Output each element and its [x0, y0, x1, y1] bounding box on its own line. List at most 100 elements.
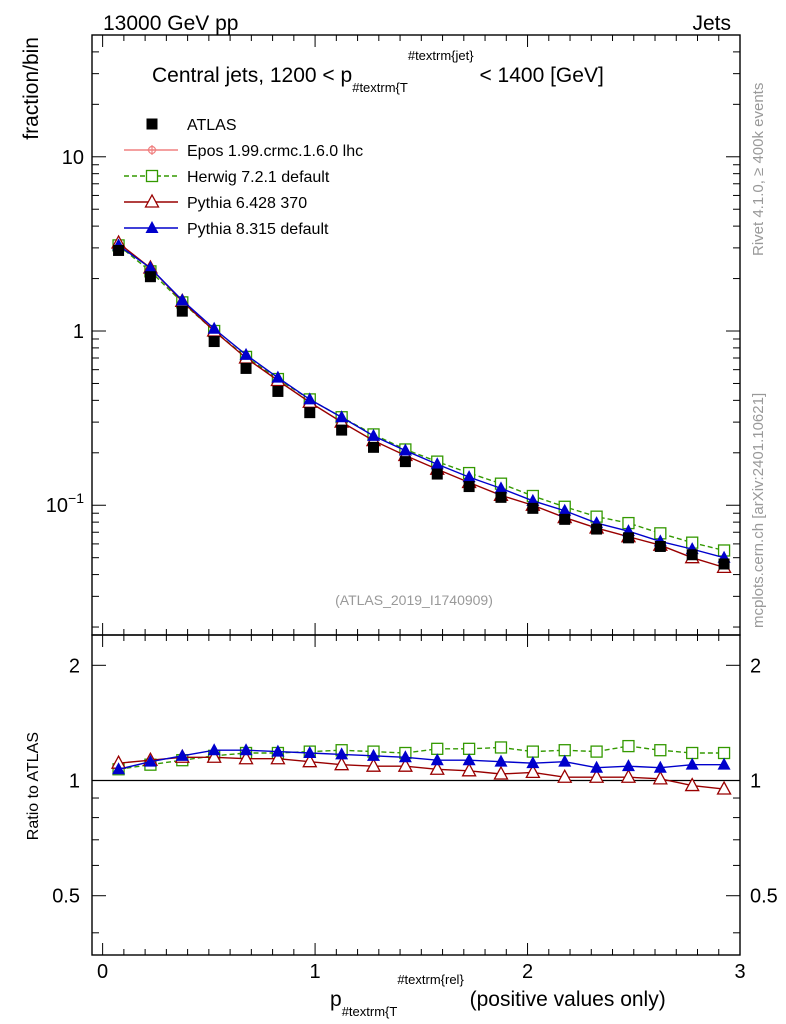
- data-point: [718, 558, 730, 570]
- xlabel-superscript: #textrm{rel}: [397, 972, 464, 987]
- data-point: [399, 456, 411, 468]
- series-point: [270, 750, 286, 765]
- legend-label: Pythia 6.428 370: [187, 195, 307, 212]
- side-label-source: mcplots.cern.ch [arXiv:2401.10621]: [750, 393, 767, 628]
- series-point: [590, 760, 604, 773]
- series-point: [652, 770, 668, 785]
- series-point: [494, 481, 508, 494]
- ratio-series-3: [112, 743, 731, 775]
- ratio-y-tick-label-left: 2: [69, 655, 80, 677]
- series-point: [526, 745, 540, 758]
- series-point: [398, 443, 412, 456]
- analysis-label: (ATLAS_2019_I1740909): [335, 592, 493, 608]
- xlabel-main: p: [330, 988, 342, 1011]
- xlabel-tail: (positive values only): [464, 988, 666, 1011]
- series-point: [558, 744, 571, 757]
- series-point: [590, 745, 603, 758]
- series-point: [175, 748, 189, 761]
- series-point: [461, 762, 477, 777]
- series-point: [558, 754, 572, 767]
- series-point: [430, 753, 444, 766]
- series-point: [685, 757, 699, 770]
- x-axis-label: p#textrm{T #textrm{rel} (positive values …: [330, 972, 666, 1019]
- series-point: [144, 193, 160, 208]
- title-superscript: #textrm{jet}: [408, 48, 474, 63]
- series-point: [147, 145, 157, 155]
- data-point: [463, 481, 475, 493]
- ratio-series-2: [110, 748, 732, 795]
- series-point: [558, 503, 572, 516]
- data-point: [591, 523, 603, 535]
- side-label-generator: Rivet 4.1.0, ≥ 400k events: [750, 83, 767, 256]
- data-point: [146, 118, 158, 130]
- series-point: [717, 746, 731, 760]
- series-point: [112, 762, 126, 775]
- series-point: [494, 741, 508, 754]
- legend-label: Pythia 8.315 default: [187, 221, 329, 238]
- legend-label: Herwig 7.2.1 default: [187, 169, 330, 186]
- series-point: [717, 757, 731, 770]
- series-point: [525, 764, 541, 779]
- series-point: [207, 743, 221, 756]
- series-3: [112, 238, 731, 563]
- y-axis-label-main: fraction/bin: [20, 37, 43, 140]
- data-point: [176, 305, 188, 317]
- xlabel-subscript: #textrm{T: [342, 1004, 398, 1019]
- data-point: [272, 385, 284, 397]
- ratio-plot-frame: [91, 634, 741, 956]
- header-process: 13000 GeV pp: [103, 12, 238, 35]
- series-point: [143, 260, 157, 273]
- x-tick-label: 3: [734, 961, 745, 983]
- ratio-y-tick-label-left: 1: [69, 771, 80, 793]
- series-point: [620, 768, 637, 783]
- data-point: [622, 532, 634, 544]
- y-tick-label: 10−1: [46, 490, 84, 517]
- series-point: [143, 754, 157, 767]
- data-point: [654, 540, 666, 552]
- series-point: [398, 750, 412, 763]
- series-point: [431, 742, 444, 755]
- data-point: [144, 271, 156, 283]
- series-point: [303, 392, 317, 405]
- data-point: [559, 513, 571, 525]
- series-layer: [110, 234, 732, 795]
- y-tick-label: 10: [62, 147, 84, 169]
- ratio-y-tick-label-right: 2: [750, 655, 761, 677]
- series-point: [207, 321, 221, 334]
- series-point: [397, 757, 413, 772]
- series-point: [462, 742, 476, 755]
- series-point: [335, 747, 349, 760]
- legend-entry: Epos 1.99.crmc.1.6.0 lhc: [124, 143, 363, 160]
- series-point: [206, 748, 222, 763]
- legend-entry: Herwig 7.2.1 default: [124, 169, 330, 186]
- series-point: [335, 410, 349, 423]
- series-line: [118, 244, 725, 552]
- legend: ATLAS Epos 1.99.crmc.1.6.0 lhc Herwig 7.2.…: [124, 117, 363, 238]
- series-1: [112, 239, 731, 557]
- series-point: [462, 753, 476, 766]
- legend-entry: Pythia 8.315 default: [124, 221, 329, 238]
- series-point: [716, 780, 732, 795]
- series-point: [271, 370, 285, 383]
- series-point: [145, 221, 159, 233]
- title-main: Central jets, 1200 < p: [152, 64, 352, 87]
- data-series: [113, 244, 730, 570]
- data-point: [495, 491, 507, 503]
- series-point: [145, 169, 159, 183]
- series-point: [462, 470, 476, 483]
- data-point: [240, 362, 252, 374]
- series-point: [367, 748, 381, 761]
- series-point: [557, 768, 573, 783]
- ratio-y-tick-label-right: 0.5: [750, 886, 778, 908]
- series-point: [494, 754, 508, 767]
- series-point: [175, 293, 189, 306]
- series-point: [684, 777, 700, 792]
- ratio-series-line: [118, 756, 725, 790]
- data-point: [686, 549, 698, 561]
- series-point: [271, 744, 285, 757]
- ratio-y-tick-label-left: 0.5: [52, 886, 80, 908]
- ratio-y-tick-label-right: 1: [750, 771, 761, 793]
- series-point: [686, 746, 699, 760]
- series-2: [110, 234, 732, 574]
